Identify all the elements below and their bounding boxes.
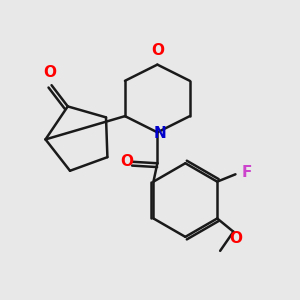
Text: O: O <box>229 231 242 246</box>
Text: F: F <box>242 165 252 180</box>
Text: O: O <box>44 65 57 80</box>
Text: O: O <box>151 43 164 58</box>
Text: N: N <box>153 126 166 141</box>
Text: O: O <box>120 154 133 169</box>
